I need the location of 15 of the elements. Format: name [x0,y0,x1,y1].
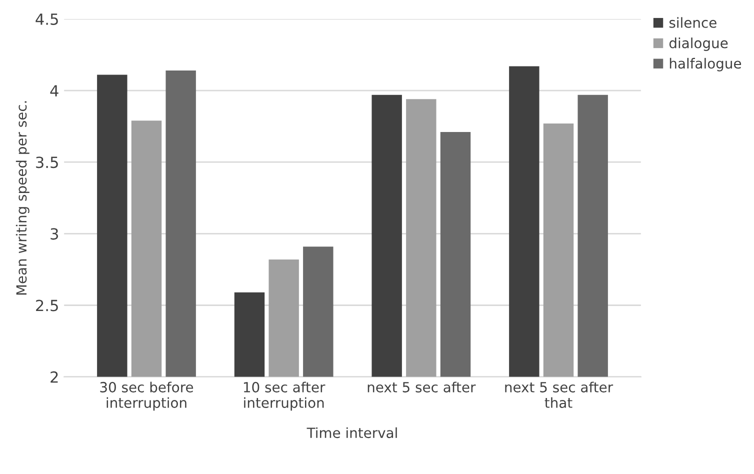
y-tick-label: 2.5 [36,300,58,312]
legend-label: silence [669,17,716,28]
y-tick-label: 3.5 [36,156,58,168]
x-tick-label: 30 sec before interruption [100,382,194,411]
x-tick-label: next 5 sec after [368,382,476,392]
y-tick-label: 3 [50,228,58,240]
x-tick-label: next 5 sec after that [505,382,614,408]
y-tick-label: 4 [50,85,58,96]
y-tick-label: 2 [50,371,58,383]
legend-label: dialogue [669,38,728,51]
legend-label: halfalogue [670,58,742,72]
x-axis-title: Time interval [306,427,397,438]
x-tick-label: 10 sec after interruption [244,382,326,411]
y-tick-label: 4.5 [36,14,58,25]
y-axis-title: Mean writing speed per sec. [16,101,30,295]
